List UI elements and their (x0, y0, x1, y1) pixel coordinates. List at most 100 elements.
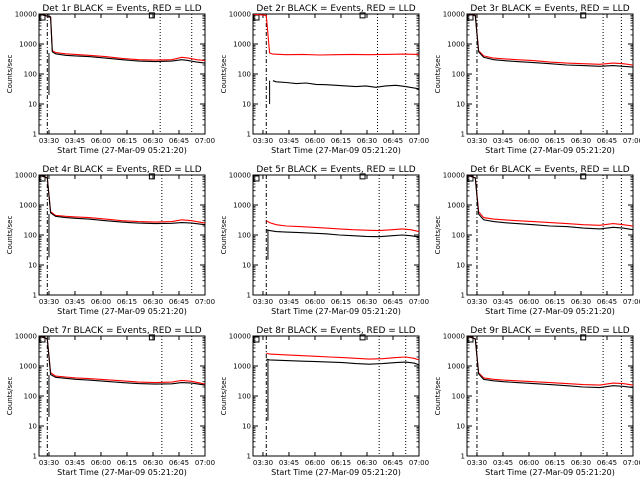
marker-square (580, 12, 587, 19)
x-tick-label: 03:30 (253, 137, 273, 145)
x-tick-label: 03:30 (467, 298, 487, 306)
x-tick-label: 06:15 (117, 137, 137, 145)
series-line-black (467, 336, 633, 389)
y-tick-label: 100 (24, 71, 37, 79)
x-tick-label: 07:00 (623, 298, 640, 306)
x-tick-label: 06:45 (597, 459, 617, 467)
chart-panel-7: Det 7r BLACK = Events, RED = LLD 1 10 100 10… (6, 326, 215, 477)
y-tick-label: 1 (247, 292, 251, 300)
plot-frame (466, 335, 634, 457)
series-line-black (266, 358, 419, 366)
series-line-red (467, 14, 633, 66)
corner-square (253, 175, 260, 182)
series-line-black (467, 175, 633, 231)
chart-panel-6: Det 6r BLACK = Events, RED = LLD 1 10 100 10… (434, 165, 640, 316)
y-tick-label: 10 (28, 101, 37, 109)
y-tick-label: 100 (238, 71, 251, 79)
plot-area (39, 14, 205, 95)
x-tick-label: 06:15 (117, 459, 137, 467)
y-tick-label: 10 (456, 262, 465, 270)
x-tick-label: 07:00 (409, 459, 429, 467)
series-line-red (39, 336, 205, 385)
y-tick-label: 100 (452, 232, 465, 240)
x-tick-label: 07:00 (195, 137, 215, 145)
plot-area (467, 14, 633, 68)
corner-square (253, 336, 260, 343)
x-tick-label: 06:15 (545, 137, 565, 145)
x-tick-label: 03:45 (65, 298, 85, 306)
x-axis-title: Start Time (27-Mar-09 05:21:20) (271, 146, 401, 155)
x-tick-label: 03:30 (39, 298, 59, 306)
y-tick-label: 1000 (233, 202, 251, 210)
plot-area (266, 220, 419, 260)
y-tick-label: 10000 (229, 172, 251, 180)
y-tick-label: 100 (452, 393, 465, 401)
x-tick-label: 06:00 (91, 298, 111, 306)
y-tick-label: 100 (24, 232, 37, 240)
series-line-black (266, 229, 419, 238)
chart-title: Det 3r BLACK = Events, RED = LLD (470, 4, 629, 14)
y-tick-label: 1000 (233, 363, 251, 371)
x-tick-label: 07:00 (409, 137, 429, 145)
plot-frame (38, 13, 206, 135)
x-tick-label: 03:30 (39, 137, 59, 145)
marker-square (148, 334, 155, 341)
chart-title: Det 2r BLACK = Events, RED = LLD (256, 4, 415, 14)
plot-area (266, 352, 419, 421)
x-tick-label: 06:00 (305, 459, 325, 467)
y-tick-label: 10000 (15, 172, 37, 180)
x-tick-label: 06:30 (143, 459, 163, 467)
y-tick-label: 10 (242, 101, 251, 109)
x-tick-label: 06:45 (169, 298, 189, 306)
y-tick-label: 1 (461, 131, 465, 139)
y-axis-title: Counts/sec (434, 55, 442, 94)
x-axis-title: Start Time (27-Mar-09 05:21:20) (271, 468, 401, 477)
marker-square (359, 173, 366, 180)
x-tick-label: 06:00 (305, 298, 325, 306)
corner-square (253, 14, 260, 21)
x-tick-label: 06:00 (91, 137, 111, 145)
marker-square (359, 334, 366, 341)
x-tick-label: 06:00 (91, 459, 111, 467)
x-tick-label: 06:15 (117, 298, 137, 306)
x-axis-title: Start Time (27-Mar-09 05:21:20) (271, 307, 401, 316)
y-tick-label: 10 (28, 262, 37, 270)
series-line-red (39, 14, 205, 62)
y-tick-label: 10000 (443, 333, 465, 341)
x-tick-label: 03:45 (279, 298, 299, 306)
plot-frame (38, 174, 206, 296)
x-tick-label: 06:45 (169, 459, 189, 467)
y-tick-label: 10 (456, 423, 465, 431)
x-tick-label: 03:45 (493, 137, 513, 145)
series-line-black (467, 14, 633, 68)
y-tick-label: 10000 (229, 333, 251, 341)
x-tick-label: 06:45 (383, 137, 403, 145)
x-tick-label: 06:15 (331, 298, 351, 306)
y-tick-label: 1 (33, 292, 37, 300)
plot-frame (252, 13, 420, 135)
x-tick-label: 06:45 (169, 137, 189, 145)
x-axis-title: Start Time (27-Mar-09 05:21:20) (57, 468, 187, 477)
y-tick-label: 1000 (19, 41, 37, 49)
y-tick-label: 10 (28, 423, 37, 431)
series-line-red (253, 14, 419, 56)
y-tick-label: 1 (33, 453, 37, 461)
x-tick-label: 06:30 (143, 137, 163, 145)
x-tick-label: 03:30 (467, 459, 487, 467)
series-line-black (39, 336, 205, 386)
y-axis-title: Counts/sec (220, 216, 228, 255)
x-tick-label: 03:30 (253, 459, 273, 467)
y-tick-label: 1000 (19, 363, 37, 371)
y-tick-label: 1 (461, 453, 465, 461)
x-tick-label: 06:00 (519, 298, 539, 306)
y-tick-label: 10000 (15, 11, 37, 19)
y-axis-title: Counts/sec (6, 377, 14, 416)
y-tick-label: 1000 (233, 41, 251, 49)
x-axis-title: Start Time (27-Mar-09 05:21:20) (57, 146, 187, 155)
x-axis-title: Start Time (27-Mar-09 05:21:20) (485, 468, 615, 477)
series-line-red (266, 352, 419, 361)
plot-area (467, 175, 633, 231)
y-tick-label: 1000 (447, 41, 465, 49)
y-tick-label: 10000 (443, 172, 465, 180)
